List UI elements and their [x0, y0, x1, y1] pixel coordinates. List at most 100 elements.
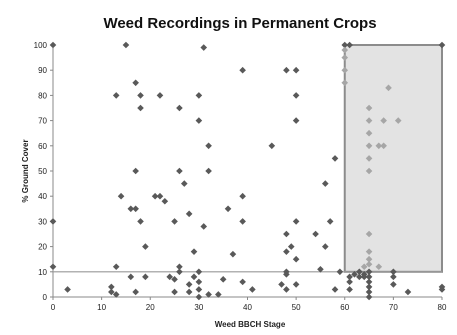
data-point [205, 291, 212, 298]
data-point [326, 218, 334, 225]
data-point [137, 218, 144, 225]
data-point [180, 180, 188, 187]
data-point [156, 192, 164, 200]
data-point [112, 291, 120, 298]
x-tick-label: 70 [389, 303, 398, 312]
data-point [365, 260, 373, 268]
data-point [365, 142, 373, 150]
data-point [385, 84, 392, 92]
x-tick-label: 80 [438, 303, 447, 312]
data-point [283, 286, 290, 293]
data-point [341, 66, 349, 74]
data-point [49, 263, 57, 271]
data-point [292, 117, 300, 124]
data-point [205, 142, 212, 150]
data-point [108, 288, 115, 296]
data-point [336, 268, 344, 276]
data-point [365, 278, 373, 286]
x-tick-label: 30 [194, 303, 203, 312]
data-point [287, 243, 295, 250]
data-point [390, 281, 397, 288]
data-point [292, 92, 300, 99]
data-point [112, 263, 120, 271]
data-point [365, 167, 373, 175]
data-point [341, 41, 349, 49]
data-point [438, 41, 446, 49]
data-point [171, 288, 178, 296]
data-point [380, 117, 387, 124]
x-tick-label: 60 [340, 303, 349, 312]
data-point [176, 263, 183, 271]
data-point [331, 286, 339, 293]
data-point [346, 286, 353, 293]
ticks-layer: 0 10 20 30 40 50 60 70 80 0 10 20 30 40 50 60 70 80 90 100 [34, 41, 447, 312]
data-point [117, 192, 125, 200]
data-point [331, 155, 339, 162]
y-tick-label: 70 [38, 117, 47, 126]
data-point [127, 273, 135, 281]
highlight-region [343, 44, 443, 273]
data-point [161, 197, 169, 205]
data-point [229, 250, 237, 258]
data-point [365, 283, 373, 291]
data-point [142, 273, 149, 281]
data-point [394, 117, 402, 124]
data-point [317, 265, 324, 273]
data-point [156, 92, 164, 99]
data-point [132, 205, 139, 213]
data-point [185, 288, 193, 296]
data-point [112, 92, 120, 99]
y-tick-label: 90 [38, 66, 47, 75]
data-point [351, 271, 358, 278]
y-tick-label: 20 [38, 243, 47, 252]
data-point [404, 288, 412, 296]
data-point [365, 129, 373, 137]
data-point [322, 180, 329, 187]
data-point [176, 104, 183, 112]
highlight-layer [343, 44, 443, 273]
data-point [132, 288, 139, 296]
x-tick-label: 10 [97, 303, 106, 312]
x-tick-label: 40 [243, 303, 252, 312]
data-point [390, 268, 397, 276]
data-point [365, 230, 373, 238]
data-point [356, 268, 363, 276]
y-tick-label: 100 [34, 41, 48, 50]
data-point [438, 286, 446, 293]
data-point [176, 268, 183, 276]
data-point [219, 276, 227, 283]
data-point [151, 192, 159, 200]
data-point [365, 117, 373, 124]
data-point [375, 263, 383, 271]
data-point [283, 230, 290, 238]
data-point [375, 142, 383, 150]
data-point [166, 273, 173, 281]
data-point [185, 281, 193, 288]
data-point [249, 286, 256, 293]
chart-title: Weed Recordings in Permanent Crops [103, 15, 376, 32]
x-tick-label: 20 [146, 303, 155, 312]
data-point [346, 41, 353, 49]
data-point [205, 167, 212, 175]
data-point [64, 286, 71, 293]
data-point [365, 255, 373, 263]
data-point [239, 278, 246, 286]
x-axis-title: Weed BBCH Stage [215, 320, 286, 329]
data-point [380, 142, 387, 150]
data-point [195, 117, 203, 124]
data-point [292, 218, 300, 225]
data-point [122, 41, 130, 49]
data-point [185, 210, 193, 218]
data-point [200, 223, 208, 230]
data-point [239, 192, 246, 200]
data-point [142, 243, 149, 250]
data-point [190, 273, 198, 281]
data-point [365, 248, 373, 255]
data-point [341, 46, 349, 54]
x-tick-label: 50 [292, 303, 301, 312]
y-tick-label: 40 [38, 192, 47, 201]
y-tick-label: 0 [43, 293, 48, 302]
data-point [132, 167, 139, 175]
data-point [268, 142, 276, 150]
